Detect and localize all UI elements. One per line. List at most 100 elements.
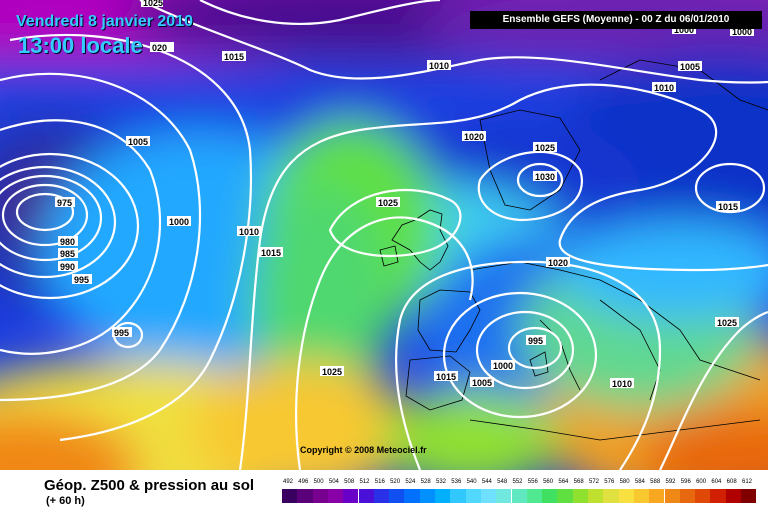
scale-label: 504 xyxy=(328,479,339,485)
scale-label: 524 xyxy=(405,479,416,485)
isobar-label: 1025 xyxy=(378,198,398,208)
scale-swatch xyxy=(450,489,466,503)
scale-swatch xyxy=(419,489,435,503)
scale-label: 596 xyxy=(680,479,691,485)
scale-label: 500 xyxy=(313,479,324,485)
isobar-label: 985 xyxy=(60,249,75,259)
geopotential-field: 1025 020 1015 1010 1005 1010 1000 1005 1… xyxy=(0,0,768,470)
scale-label: 588 xyxy=(650,479,661,485)
scale-swatch xyxy=(465,489,481,503)
isobar-label: 1005 xyxy=(680,62,700,72)
scale-swatch xyxy=(695,489,711,503)
isobar-labels: 1025 020 1015 1010 1005 1010 1000 1005 1… xyxy=(55,0,754,389)
scale-swatch xyxy=(603,489,619,503)
scale-label: 532 xyxy=(435,479,446,485)
scale-swatch xyxy=(312,489,328,503)
isobar-label: 1025 xyxy=(322,367,342,377)
scale-swatch xyxy=(572,489,588,503)
isobar-label: 1025 xyxy=(535,143,555,153)
coastlines xyxy=(379,59,768,441)
isobar-label: 1005 xyxy=(472,378,492,388)
scale-label: 516 xyxy=(374,479,385,485)
scale-label: 568 xyxy=(573,479,584,485)
forecast-date: Vendredi 8 janvier 2010 xyxy=(16,13,193,30)
scale-label: 592 xyxy=(665,479,676,485)
isobar-label: 1000 xyxy=(493,361,513,371)
isobar-label: 1015 xyxy=(718,202,738,212)
scale-label: 544 xyxy=(481,479,492,485)
scale-swatch xyxy=(404,489,420,503)
isobar-label: 1030 xyxy=(535,172,555,182)
isobar-label: 975 xyxy=(57,198,72,208)
isobar-label: 1000 xyxy=(732,27,752,37)
isobar-label: 1020 xyxy=(548,258,568,268)
isobar-label: 1000 xyxy=(169,217,189,227)
scale-swatch xyxy=(282,489,298,503)
scale-swatch xyxy=(389,489,405,503)
isobar-label: 1010 xyxy=(429,61,449,71)
scale-label: 528 xyxy=(420,479,431,485)
scale-swatch xyxy=(664,489,680,503)
scale-label: 508 xyxy=(344,479,355,485)
isobar-label: 1010 xyxy=(239,227,259,237)
lead-time: (+ 60 h) xyxy=(46,495,85,507)
scale-swatch xyxy=(618,489,634,503)
scale-swatch xyxy=(526,489,543,503)
isobar-label: 995 xyxy=(114,328,129,338)
isobar-label: 1005 xyxy=(128,137,148,147)
product-title: Géop. Z500 & pression au sol xyxy=(44,477,255,494)
scale-label: 584 xyxy=(634,479,645,485)
scale-label: 552 xyxy=(512,479,523,485)
scale-swatch xyxy=(741,489,757,503)
scale-label: 612 xyxy=(741,479,752,485)
scale-label: 512 xyxy=(359,479,370,485)
isobar-label: 995 xyxy=(528,336,543,346)
isobar-label: 1025 xyxy=(717,318,737,328)
scale-label: 536 xyxy=(451,479,462,485)
isobar-label: 020 xyxy=(152,43,167,53)
model-run-info: Ensemble GEFS (Moyenne) - 00 Z du 06/01/… xyxy=(470,11,762,29)
scale-label: 604 xyxy=(711,479,722,485)
scale-label: 492 xyxy=(282,479,293,485)
scale-swatch xyxy=(480,489,497,503)
scale-swatch xyxy=(710,489,726,503)
scale-swatch xyxy=(557,489,573,503)
scale-label: 556 xyxy=(527,479,538,485)
isobar-label: 1000 xyxy=(674,25,694,35)
scale-label: 608 xyxy=(726,479,737,485)
scale-swatch xyxy=(542,489,558,503)
weather-map: 1025 020 1015 1010 1005 1010 1000 1005 1… xyxy=(0,0,768,470)
isobar-label: 1025 xyxy=(143,0,163,8)
scale-swatch xyxy=(649,489,665,503)
isobar-label: 1015 xyxy=(224,52,244,62)
isobar-label: 990 xyxy=(60,262,75,272)
scale-swatch xyxy=(297,489,313,503)
copyright-notice: Copyright © 2008 Meteociel.fr xyxy=(300,445,427,455)
forecast-time: 13:00 locale xyxy=(18,33,143,58)
isobar-label: 1020 xyxy=(464,132,484,142)
scale-label: 576 xyxy=(604,479,615,485)
legend-footer: Géop. Z500 & pression au sol (+ 60 h) 49… xyxy=(0,470,768,512)
scale-swatch xyxy=(633,489,650,503)
isobar-label: 980 xyxy=(60,237,75,247)
scale-label: 540 xyxy=(466,479,477,485)
scale-label: 560 xyxy=(543,479,554,485)
isobars xyxy=(0,0,768,470)
scale-swatch xyxy=(496,489,512,503)
scale-swatch xyxy=(435,489,451,503)
scale-label: 496 xyxy=(298,479,309,485)
scale-swatch xyxy=(679,489,696,503)
scale-label: 548 xyxy=(497,479,508,485)
scale-label: 520 xyxy=(390,479,401,485)
isobar-label: 1015 xyxy=(261,248,281,258)
scale-label: 572 xyxy=(588,479,599,485)
isobar-label: 1010 xyxy=(654,83,674,93)
isobar-label: 1010 xyxy=(612,379,632,389)
scale-swatch xyxy=(343,489,359,503)
isobar-label: 1015 xyxy=(436,372,456,382)
scale-label: 600 xyxy=(696,479,707,485)
scale-swatch xyxy=(511,489,527,503)
scale-label: 580 xyxy=(619,479,630,485)
scale-swatch xyxy=(373,489,390,503)
